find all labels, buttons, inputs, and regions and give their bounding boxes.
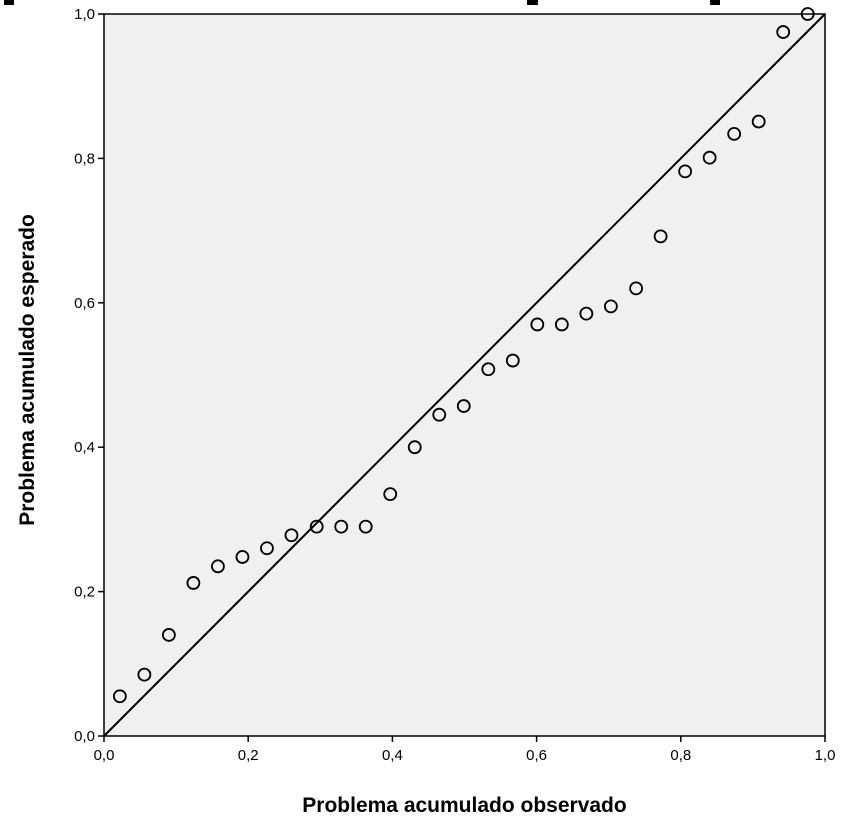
- data-point: [727, 126, 742, 141]
- data-point: [112, 689, 127, 704]
- data-point: [407, 440, 422, 455]
- data-point: [554, 317, 569, 332]
- plot-frame: [103, 13, 826, 737]
- x-axis-title: Problema acumulado observado: [302, 794, 626, 817]
- data-point: [161, 628, 176, 642]
- data-point: [186, 576, 201, 590]
- reference-line: [103, 13, 826, 737]
- y-tick-label: 0,6: [74, 295, 95, 312]
- x-tick-label: 0,6: [526, 747, 547, 764]
- data-point: [211, 559, 225, 574]
- y-tick-label: 0,4: [74, 439, 95, 456]
- data-point: [334, 519, 349, 534]
- data-points: [112, 7, 815, 704]
- data-point: [481, 362, 496, 377]
- title-fragment: [710, 0, 720, 5]
- data-point: [432, 407, 447, 422]
- data-point: [629, 281, 643, 296]
- data-point: [603, 299, 618, 314]
- data-point: [260, 541, 274, 556]
- data-point: [505, 353, 520, 368]
- title-fragment: [527, 0, 538, 5]
- y-tick-label: 0,0: [74, 728, 95, 745]
- reference-line-group: [103, 13, 826, 737]
- clipped-title-fragments: [4, 0, 720, 5]
- data-point: [358, 519, 373, 534]
- data-point: [653, 229, 668, 244]
- data-point: [284, 528, 299, 543]
- x-tick-label: 0,8: [670, 747, 691, 764]
- x-tick-label: 1,0: [815, 747, 836, 764]
- data-point: [383, 487, 398, 502]
- data-point: [678, 164, 693, 179]
- data-point: [579, 306, 594, 321]
- x-tick-label: 0,4: [382, 747, 403, 764]
- data-point: [751, 114, 766, 129]
- x-axis-ticks: 0,0 0,2 0,4 0,6 0,8 1,0: [94, 736, 836, 764]
- y-axis-title: Problema acumulado esperado: [16, 214, 39, 526]
- data-point: [235, 550, 250, 564]
- data-point: [137, 667, 152, 682]
- title-fragment: [4, 0, 14, 5]
- x-tick-label: 0,0: [94, 747, 115, 764]
- data-point: [530, 317, 545, 332]
- data-point: [776, 25, 791, 39]
- y-axis-ticks: 0,0 0,2 0,4 0,6 0,8 1,0: [74, 6, 104, 745]
- y-tick-label: 0,2: [74, 584, 95, 601]
- y-tick-label: 1,0: [74, 6, 95, 23]
- data-point: [309, 519, 324, 534]
- x-tick-label: 0,2: [238, 747, 259, 764]
- y-tick-label: 0,8: [74, 150, 95, 167]
- data-point: [702, 150, 717, 165]
- data-point: [456, 399, 471, 413]
